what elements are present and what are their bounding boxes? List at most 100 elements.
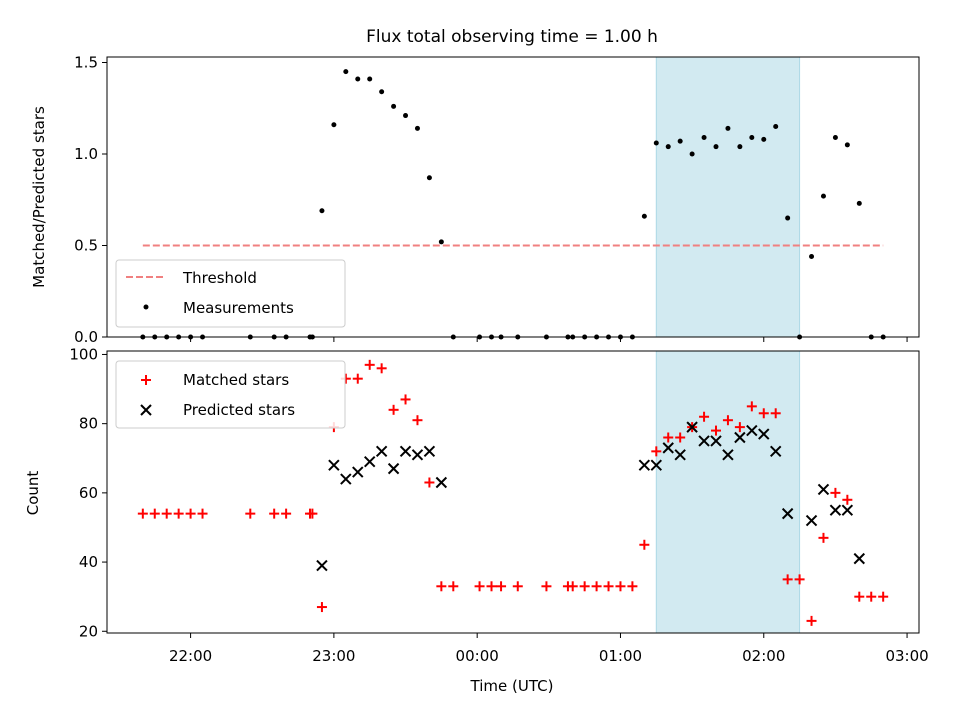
bottom-x-tick-label: 00:00 <box>456 647 499 665</box>
matched-point <box>541 581 552 592</box>
measurement-point <box>689 151 695 157</box>
x-stroke <box>746 424 758 437</box>
measurement-point <box>379 89 385 95</box>
x-stroke <box>686 421 698 433</box>
matched-point <box>424 477 435 488</box>
predicted-point <box>399 445 412 458</box>
top-y-tick-label: 1.0 <box>74 145 98 163</box>
matched-point <box>651 446 662 457</box>
bottom-legend-box <box>115 360 346 429</box>
top-legend: Threshold Measurements <box>115 259 346 328</box>
matched-point <box>388 404 399 415</box>
x-stroke <box>375 445 388 458</box>
x-stroke <box>758 428 770 440</box>
matched-point <box>603 581 614 592</box>
measurement-point <box>773 124 779 130</box>
x-stroke <box>411 449 424 461</box>
top-legend-box <box>115 259 346 328</box>
matched-point <box>400 394 411 405</box>
matched-point <box>149 508 160 519</box>
matched-point <box>185 508 196 519</box>
measurement-point <box>426 175 432 181</box>
matched-point <box>364 359 375 370</box>
bottom-axes-frame <box>106 350 920 634</box>
predicted-point <box>328 459 340 471</box>
x-stroke <box>722 449 734 461</box>
matched-point <box>782 574 793 585</box>
measurement-point <box>785 215 791 221</box>
x-stroke <box>698 435 710 447</box>
x-stroke <box>829 504 842 516</box>
matched-point <box>269 508 280 519</box>
x-stroke <box>140 404 152 416</box>
predicted-point <box>805 514 818 527</box>
matched-point <box>579 581 590 592</box>
matched-point <box>316 602 327 613</box>
measurement-point <box>856 200 862 206</box>
x-stroke <box>435 476 448 489</box>
predicted-point <box>638 459 651 471</box>
matched-point <box>615 581 626 592</box>
matched-point <box>663 432 674 443</box>
predicted-point <box>781 507 794 520</box>
measurement-point <box>641 213 647 219</box>
legend-measurements-label: Measurements <box>183 299 294 317</box>
predicted-point <box>841 504 854 516</box>
bottom-x-tick-label: 01:00 <box>599 647 642 665</box>
predicted-point <box>698 435 710 447</box>
matched-point <box>878 591 889 602</box>
bottom-x-tick-label: 22:00 <box>169 647 212 665</box>
x-stroke <box>387 462 400 475</box>
matched-point <box>639 539 650 550</box>
matched-point <box>245 508 256 519</box>
top-y-tick-label: 0.5 <box>74 236 98 254</box>
matched-point <box>567 581 578 592</box>
predicted-point <box>352 466 364 478</box>
measurement-point <box>403 113 409 119</box>
bottom-y-tick-label: 20 <box>79 622 98 640</box>
predicted-point <box>650 459 663 471</box>
top-y-axis-label: Matched/Predicted stars <box>30 106 48 288</box>
measurement-point <box>653 140 659 146</box>
matched-point <box>770 408 781 419</box>
x-stroke <box>710 435 722 447</box>
matched-point <box>496 581 507 592</box>
x-stroke <box>805 514 818 527</box>
predicted-point <box>423 445 436 458</box>
measurement-point <box>761 136 767 142</box>
matched-point <box>806 615 817 626</box>
x-stroke <box>769 445 782 458</box>
matched-point <box>734 422 745 433</box>
predicted-point <box>710 435 722 447</box>
legend-plus-marker <box>141 375 151 385</box>
measurement-point <box>701 135 707 141</box>
top-highlight-span <box>655 56 801 338</box>
matched-point <box>197 508 208 519</box>
measurement-point <box>749 135 755 141</box>
top-y-tick-label: 1.5 <box>74 53 98 71</box>
matched-point <box>711 425 721 436</box>
bottom-panel: 20 40 60 80 100 22:00 23:00 00:00 01:00 02:00 03:… <box>24 345 929 695</box>
matched-point <box>307 508 318 519</box>
predicted-point <box>722 449 734 461</box>
predicted-point <box>829 504 842 516</box>
measurement-point <box>414 125 420 131</box>
measurement-point <box>331 122 337 128</box>
matched-point <box>842 494 853 505</box>
matched-point <box>794 574 805 585</box>
top-y-tick-label: 0.0 <box>74 328 98 346</box>
predicted-point <box>746 424 758 437</box>
bottom-y-tick-label: 40 <box>79 553 98 571</box>
x-stroke <box>853 552 866 565</box>
x-stroke <box>662 442 674 454</box>
x-stroke <box>734 431 746 444</box>
x-stroke <box>841 504 854 516</box>
predicted-point <box>853 552 866 565</box>
matched-point <box>412 415 423 426</box>
x-stroke <box>674 449 686 461</box>
legend-predicted-swatch <box>140 404 152 416</box>
bottom-x-ticks: 22:00 23:00 00:00 01:00 02:00 03:00 <box>169 633 929 665</box>
matched-point <box>699 411 710 422</box>
x-stroke <box>399 445 412 458</box>
